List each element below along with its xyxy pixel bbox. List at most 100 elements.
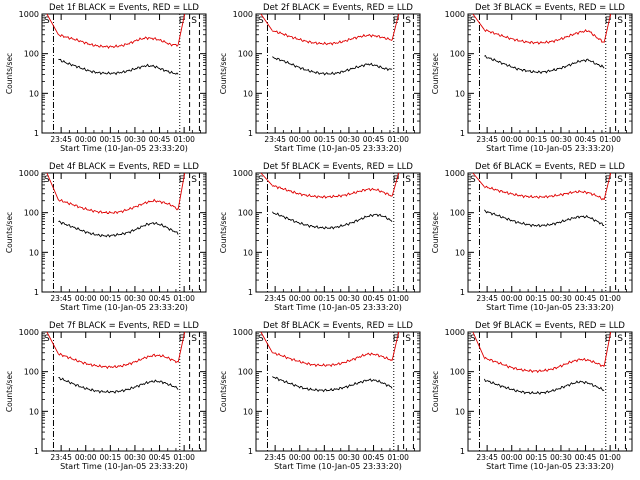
x-tick-label: 01:00 [599,453,621,462]
x-tick-label: 23:45 [50,294,72,303]
saa-marker: S [191,175,197,185]
x-tick-label: 00:00 [501,453,523,462]
x-axis-label: Start Time (10-Jan-05 23:33:20) [274,303,402,312]
x-tick-label: 00:00 [289,294,311,303]
x-tick-label: 23:45 [50,453,72,462]
y-axis-label: Counts/sec [219,53,228,94]
start-marker: S [258,334,264,344]
x-tick-label: 00:30 [124,135,146,144]
saa-marker: S [191,16,197,26]
events-series-line [272,376,393,393]
lld-series-line [272,352,393,368]
end-marker: E [605,334,611,344]
start-marker: S [44,175,50,185]
saa-marker: S [405,175,411,185]
events-series-line [58,377,179,394]
y-tick-label: 100 [24,368,39,377]
x-tick-label: 01:00 [387,135,409,144]
y-axis-label: Counts/sec [5,53,14,94]
x-axis-label: Start Time (10-Jan-05 23:33:20) [274,462,402,471]
x-tick-label: 23:45 [476,294,498,303]
x-tick-label: 23:45 [264,135,286,144]
x-tick-label: 01:00 [387,453,409,462]
lld-series-edge-right [177,13,186,46]
end-marker: E [179,16,185,26]
x-axis-label: Start Time (10-Jan-05 23:33:20) [60,303,188,312]
end-marker: E [179,334,185,344]
x-tick-label: 00:30 [550,294,572,303]
lld-series-edge-right [391,172,400,197]
x-tick-label: 00:00 [289,453,311,462]
end-marker: E [605,175,611,185]
detector-panel: Det 7f BLACK = Events, RED = LLD 1 10 100 10… [5,321,207,471]
x-tick-label: 01:00 [173,135,195,144]
x-tick-label: 23:45 [264,453,286,462]
x-tick-label: 00:15 [526,294,548,303]
x-tick-label: 00:00 [289,135,311,144]
x-tick-label: 00:45 [363,294,385,303]
end-marker: E [393,175,399,185]
x-tick-label: 00:15 [100,453,122,462]
y-tick-label: 10 [455,89,465,98]
lld-series-edge-right [177,172,186,210]
y-tick-label: 10 [455,248,465,257]
events-series-line [272,56,393,76]
x-tick-label: 00:30 [338,453,360,462]
y-tick-label: 10 [29,89,39,98]
lld-series-edge-right [391,331,400,361]
y-tick-label: 10 [243,248,253,257]
plot-frame [41,331,207,452]
y-axis-label: Counts/sec [219,371,228,412]
y-tick-label: 1 [460,447,465,456]
panel-title: Det 8f BLACK = Events, RED = LLD [263,321,413,331]
detector-panel: Det 5f BLACK = Events, RED = LLD 1 10 100 10… [219,162,421,312]
saa-marker: S [405,16,411,26]
saa-marker: S [617,334,623,344]
lld-series-edge-left [46,172,59,201]
y-tick-label: 10 [29,248,39,257]
x-tick-label: 23:45 [50,135,72,144]
detector-panel: Det 3f BLACK = Events, RED = LLD 1 10 100 10… [431,3,633,153]
y-tick-label: 1 [34,447,39,456]
x-tick-label: 00:15 [314,135,336,144]
y-tick-label: 100 [24,50,39,59]
detector-panel: Det 1f BLACK = Events, RED = LLD 1 10 100 10… [5,3,207,153]
plot-frame [255,13,421,134]
y-axis-label: Counts/sec [219,212,228,253]
events-series-line [483,378,605,395]
lld-series-edge-left [260,13,273,31]
x-axis-label: Start Time (10-Jan-05 23:33:20) [486,144,614,153]
saa-marker: S [191,334,197,344]
x-tick-label: 00:00 [75,294,97,303]
lld-series-edge-right [177,331,186,363]
plot-frame [467,13,633,134]
x-tick-label: 23:45 [264,294,286,303]
x-axis-label: Start Time (10-Jan-05 23:33:20) [60,462,188,471]
y-tick-label: 1 [248,447,253,456]
plot-frame [41,172,207,293]
lld-series-line [272,185,393,199]
y-tick-label: 1 [460,288,465,297]
x-tick-label: 00:15 [314,453,336,462]
panel-title: Det 1f BLACK = Events, RED = LLD [49,3,199,13]
start-marker: S [258,175,264,185]
y-tick-label: 1 [248,288,253,297]
events-series-line [272,211,393,230]
y-tick-label: 1000 [445,328,465,337]
start-marker: S [44,16,50,26]
y-tick-label: 1 [460,129,465,138]
x-tick-label: 00:15 [526,135,548,144]
x-tick-label: 01:00 [173,453,195,462]
x-tick-label: 01:00 [599,294,621,303]
lld-series-edge-left [472,172,485,188]
y-tick-label: 1000 [19,328,39,337]
x-tick-label: 00:15 [314,294,336,303]
y-axis-label: Counts/sec [431,212,440,253]
x-tick-label: 23:45 [476,135,498,144]
panel-title: Det 3f BLACK = Events, RED = LLD [475,3,625,13]
start-marker: S [470,175,476,185]
events-series-line [58,58,179,76]
panel-title: Det 2f BLACK = Events, RED = LLD [263,3,413,13]
plot-frame [41,13,207,134]
